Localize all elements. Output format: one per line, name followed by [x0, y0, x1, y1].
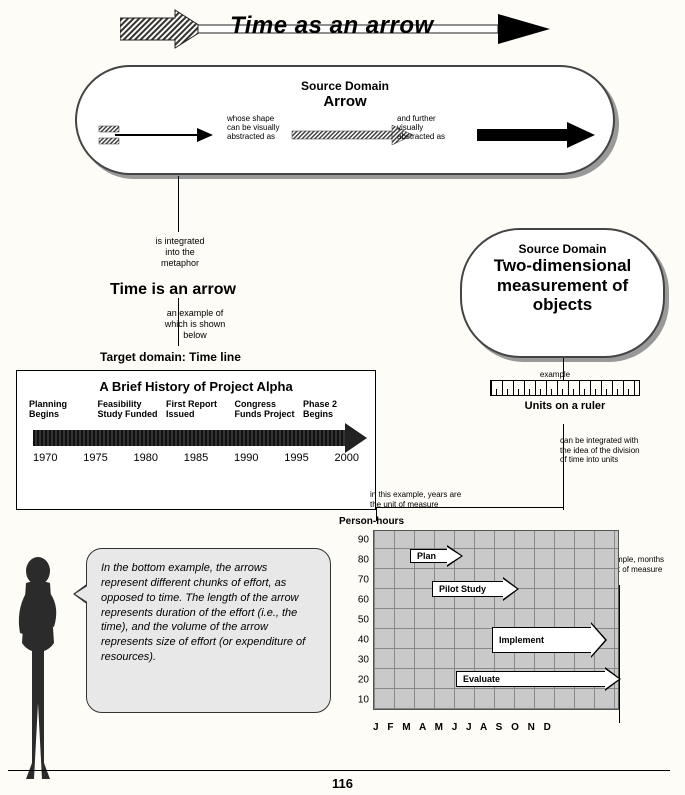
effort-label: Pilot Study — [439, 584, 486, 594]
effort-label: Implement — [499, 635, 544, 645]
chart-ytitle: Person-hours — [339, 516, 404, 527]
timeline-year: 2000 — [335, 452, 359, 464]
effort-label: Plan — [417, 551, 436, 561]
effort-arrow: Plan — [410, 549, 448, 563]
timeline-years: 1970 1975 1980 1985 1990 1995 2000 — [33, 452, 359, 464]
page-title: Time as an arrow — [230, 12, 434, 40]
timeline-year: 1990 — [234, 452, 258, 464]
target-domain-label: Target domain: Time line — [100, 350, 241, 364]
source-domain-name: Two-dimensional measurement of objects — [482, 256, 643, 315]
chart-ylabel: 80 — [358, 555, 369, 566]
explainer-bubble: In the bottom example, the arrows repres… — [86, 548, 331, 713]
source-domain-label: Source Domain — [97, 79, 593, 93]
source-domain-label: Source Domain — [482, 242, 643, 256]
bubble-text: In the bottom example, the arrows repres… — [101, 562, 305, 663]
ruler-caption: Units on a ruler — [490, 400, 640, 412]
effort-arrow: Evaluate — [456, 671, 606, 687]
note-years: in this example, years are the unit of m… — [370, 490, 465, 509]
timeline-year: 1995 — [284, 452, 308, 464]
chart-ylabel: 20 — [358, 675, 369, 686]
ruler-graphic: Units on a ruler — [490, 380, 640, 428]
timeline-event: Phase 2 Begins — [303, 400, 363, 420]
effort-arrow: Pilot Study — [432, 581, 504, 597]
connector-text-3: can be integrated with the idea of the d… — [560, 436, 645, 465]
timeline-event: First Report Issued — [166, 400, 226, 420]
timeline-year: 1985 — [184, 452, 208, 464]
chart-ylabel: 50 — [358, 615, 369, 626]
connector-text-2: an example of which is shown below — [155, 308, 235, 340]
chart-ylabel: 40 — [358, 635, 369, 646]
abstraction-step-2: and further visually abstracted as — [397, 115, 452, 141]
source-domain-ruler-cloud: Source Domain Two-dimensional measuremen… — [460, 228, 665, 358]
chart-ylabel: 30 — [358, 655, 369, 666]
abstraction-step-1: whose shape can be visually abstracted a… — [227, 115, 282, 141]
chart-xlabels: J F M A M J J A S O N D — [373, 722, 619, 733]
metaphor-title: Time is an arrow — [110, 281, 236, 299]
source-domain-name: Arrow — [97, 93, 593, 110]
chart-ylabel: 10 — [358, 695, 369, 706]
effort-label: Evaluate — [463, 674, 500, 684]
title-banner: Time as an arrow — [120, 8, 560, 50]
timeline-title: A Brief History of Project Alpha — [29, 379, 363, 394]
person-figure — [4, 553, 74, 783]
timeline-event: Congress Funds Project — [235, 400, 295, 420]
connector-text-1: is integrated into the metaphor — [155, 236, 205, 268]
example-label: example — [525, 370, 585, 380]
ruler-bar — [490, 380, 640, 396]
effort-arrow: Implement — [492, 627, 592, 653]
chart-ylabel: 60 — [358, 595, 369, 606]
chart-ylabel: 90 — [358, 535, 369, 546]
timeline-year: 1980 — [134, 452, 158, 464]
page-number: 116 — [0, 776, 685, 791]
effort-chart: Person-hours Plan Pilot Study Implement … — [345, 520, 655, 745]
timeline-events: Planning Begins Feasibility Study Funded… — [29, 400, 363, 420]
timeline-year: 1975 — [83, 452, 107, 464]
timeline-arrow — [33, 430, 345, 446]
page-baseline — [8, 770, 670, 771]
connector-line — [178, 176, 179, 232]
timeline-year: 1970 — [33, 452, 57, 464]
timeline-event: Planning Begins — [29, 400, 89, 420]
timeline-panel: A Brief History of Project Alpha Plannin… — [16, 370, 376, 510]
chart-ylabel: 70 — [358, 575, 369, 586]
timeline-event: Feasibility Study Funded — [98, 400, 158, 420]
connector-line — [563, 358, 564, 380]
source-domain-arrow-cloud: Source Domain Arrow whose shape can be v… — [75, 65, 615, 175]
chart-grid: Plan Pilot Study Implement Evaluate — [373, 530, 619, 710]
arrow-abstraction-row: whose shape can be visually abstracted a… — [97, 118, 593, 158]
